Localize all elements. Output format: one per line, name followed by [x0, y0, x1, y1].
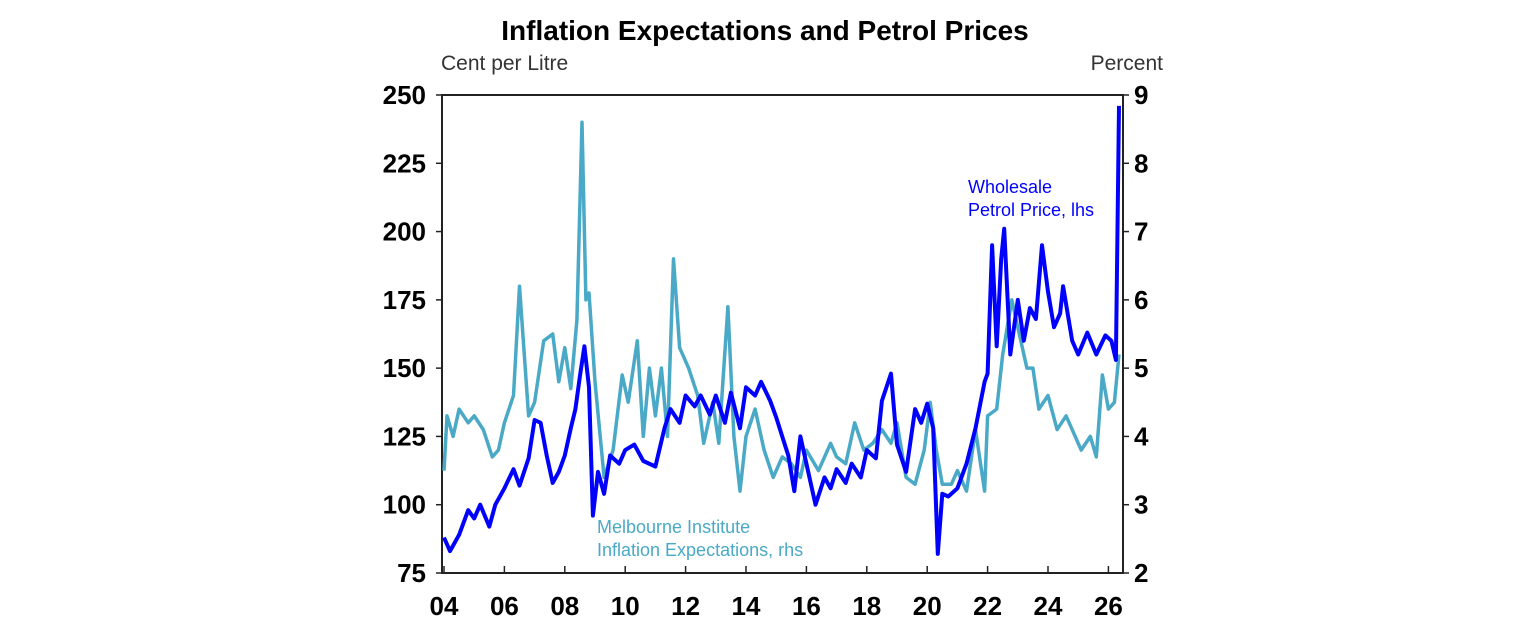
left-tick-label: 75	[397, 558, 426, 588]
right-axis-label: Percent	[1091, 52, 1164, 75]
left-tick-label: 125	[383, 421, 426, 451]
x-tick-label: 06	[490, 591, 519, 621]
left-tick-label: 175	[383, 285, 426, 315]
x-tick-label: 14	[732, 591, 761, 621]
right-tick-label: 5	[1134, 353, 1148, 383]
x-tick-label: 22	[973, 591, 1002, 621]
x-tick-label: 18	[852, 591, 881, 621]
left-tick-label: 100	[383, 490, 426, 520]
right-tick-label: 2	[1134, 558, 1148, 588]
right-tick-label: 3	[1134, 490, 1148, 520]
petrol-series-label: Petrol Price, lhs	[968, 200, 1094, 220]
right-tick-label: 9	[1134, 80, 1148, 110]
x-tick-label: 10	[611, 591, 640, 621]
left-tick-label: 225	[383, 148, 426, 178]
right-tick-label: 7	[1134, 217, 1148, 247]
x-tick-label: 20	[913, 591, 942, 621]
right-tick-label: 6	[1134, 285, 1148, 315]
left-tick-label: 250	[383, 80, 426, 110]
x-tick-label: 04	[430, 591, 459, 621]
left-axis-label: Cent per Litre	[441, 52, 568, 75]
chart-title: Inflation Expectations and Petrol Prices	[501, 15, 1028, 46]
left-tick-label: 200	[383, 217, 426, 247]
x-tick-label: 26	[1094, 591, 1123, 621]
x-tick-label: 08	[550, 591, 579, 621]
x-tick-label: 16	[792, 591, 821, 621]
x-tick-label: 24	[1034, 591, 1063, 621]
petrol-series-label: Wholesale	[968, 177, 1052, 197]
expectations-series-label: Inflation Expectations, rhs	[597, 540, 803, 560]
inflation-expectations-line	[442, 120, 1121, 493]
petrol-price-line	[442, 105, 1121, 556]
x-tick-label: 12	[671, 591, 700, 621]
left-tick-label: 150	[383, 353, 426, 383]
right-tick-label: 8	[1134, 148, 1148, 178]
expectations-series-label: Melbourne Institute	[597, 517, 750, 537]
plot-frame	[441, 94, 1124, 574]
right-tick-label: 4	[1134, 421, 1149, 451]
